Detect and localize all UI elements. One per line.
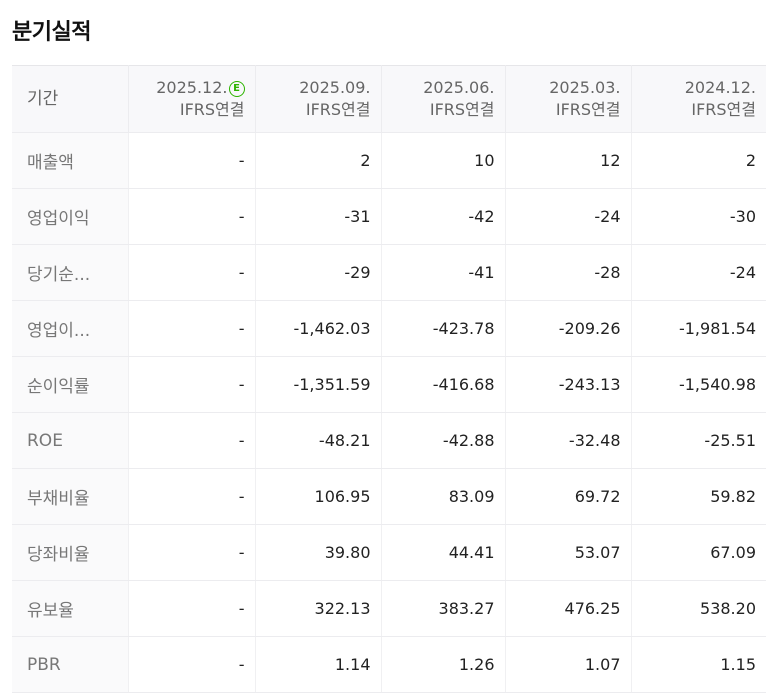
table-cell: -1,462.03 xyxy=(255,300,382,357)
table-cell: 1.26 xyxy=(381,636,506,693)
table-cell: - xyxy=(128,636,256,693)
row-label: 매출액 xyxy=(12,132,129,189)
table-cell: -31 xyxy=(255,188,382,245)
table-row: 당좌비율 - 39.80 44.41 53.07 67.09 xyxy=(12,524,766,581)
table-cell: -416.68 xyxy=(381,356,506,413)
table-cell: -1,540.98 xyxy=(631,356,766,413)
column-header-2: 2025.06. IFRS연결 xyxy=(381,65,506,133)
table-cell: -209.26 xyxy=(505,300,632,357)
table-row: 순이익률 - -1,351.59 -416.68 -243.13 -1,540.… xyxy=(12,356,766,413)
table-cell: 322.13 xyxy=(255,580,382,637)
table-cell: -42.88 xyxy=(381,412,506,469)
table-cell: 1.15 xyxy=(631,636,766,693)
table-row: 부채비율 - 106.95 83.09 69.72 59.82 xyxy=(12,468,766,525)
column-date: 2025.03. xyxy=(549,78,621,97)
table-cell: - xyxy=(128,300,256,357)
table-cell: 1.07 xyxy=(505,636,632,693)
table-cell: -30 xyxy=(631,188,766,245)
column-header-4: 2024.12. IFRS연결 xyxy=(631,65,766,133)
table-cell: -32.48 xyxy=(505,412,632,469)
column-basis: IFRS연결 xyxy=(305,100,371,119)
table-cell: 538.20 xyxy=(631,580,766,637)
row-label: 영업이... xyxy=(12,300,129,357)
table-cell: 12 xyxy=(505,132,632,189)
table-cell: 69.72 xyxy=(505,468,632,525)
table-cell: 53.07 xyxy=(505,524,632,581)
row-label: 당기순... xyxy=(12,244,129,301)
table-cell: 383.27 xyxy=(381,580,506,637)
table-row: PBR - 1.14 1.26 1.07 1.15 xyxy=(12,636,766,693)
column-basis: IFRS연결 xyxy=(555,100,621,119)
column-basis: IFRS연결 xyxy=(429,100,495,119)
table-cell: - xyxy=(128,132,256,189)
table-row: ROE - -48.21 -42.88 -32.48 -25.51 xyxy=(12,412,766,469)
table-cell: - xyxy=(128,412,256,469)
table-cell: 2 xyxy=(631,132,766,189)
row-label: 영업이익 xyxy=(12,188,129,245)
table-cell: 1.14 xyxy=(255,636,382,693)
header-row: 기간 2025.12. E IFRS연결 2025.09. IFRS연결 2025… xyxy=(12,65,766,133)
table-cell: - xyxy=(128,524,256,581)
table-cell: -24 xyxy=(631,244,766,301)
column-date: 2024.12. xyxy=(684,78,756,97)
table-cell: -29 xyxy=(255,244,382,301)
table-cell: -25.51 xyxy=(631,412,766,469)
section-title: 분기실적 xyxy=(12,20,91,45)
table-cell: -28 xyxy=(505,244,632,301)
table-cell: 476.25 xyxy=(505,580,632,637)
table-row: 영업이익 - -31 -42 -24 -30 xyxy=(12,188,766,245)
column-basis: IFRS연결 xyxy=(691,100,756,119)
table-row: 유보율 - 322.13 383.27 476.25 538.20 xyxy=(12,580,766,637)
table-cell: -1,351.59 xyxy=(255,356,382,413)
row-label: 유보율 xyxy=(12,580,129,637)
table-cell: -423.78 xyxy=(381,300,506,357)
table-row: 영업이... - -1,462.03 -423.78 -209.26 -1,98… xyxy=(12,300,766,357)
table-row: 매출액 - 2 10 12 2 xyxy=(12,132,766,189)
table-cell: -42 xyxy=(381,188,506,245)
period-header: 기간 xyxy=(12,65,129,133)
table-cell: - xyxy=(128,188,256,245)
table-cell: 83.09 xyxy=(381,468,506,525)
row-label: 순이익률 xyxy=(12,356,129,413)
table-cell: -243.13 xyxy=(505,356,632,413)
column-date: 2025.06. xyxy=(423,78,495,97)
table-cell: 44.41 xyxy=(381,524,506,581)
table-cell: - xyxy=(128,468,256,525)
row-label: ROE xyxy=(12,412,129,469)
table-cell: -41 xyxy=(381,244,506,301)
table-row: 당기순... - -29 -41 -28 -24 xyxy=(12,244,766,301)
table-cell: - xyxy=(128,356,256,413)
estimate-badge-icon: E xyxy=(228,81,245,97)
table-cell: - xyxy=(128,580,256,637)
table-cell: 39.80 xyxy=(255,524,382,581)
table-cell: - xyxy=(128,244,256,301)
table-cell: 2 xyxy=(255,132,382,189)
table-cell: 59.82 xyxy=(631,468,766,525)
table-cell: -24 xyxy=(505,188,632,245)
row-label: 부채비율 xyxy=(12,468,129,525)
column-date: 2025.12. xyxy=(156,78,228,97)
table-cell: -48.21 xyxy=(255,412,382,469)
column-date: 2025.09. xyxy=(299,78,371,97)
table-cell: -1,981.54 xyxy=(631,300,766,357)
row-label: PBR xyxy=(12,636,129,693)
column-header-3: 2025.03. IFRS연결 xyxy=(505,65,632,133)
table-cell: 67.09 xyxy=(631,524,766,581)
row-label: 당좌비율 xyxy=(12,524,129,581)
table-cell: 10 xyxy=(381,132,506,189)
column-basis: IFRS연결 xyxy=(179,100,245,119)
column-header-1: 2025.09. IFRS연결 xyxy=(255,65,382,133)
table-cell: 106.95 xyxy=(255,468,382,525)
column-header-0: 2025.12. E IFRS연결 xyxy=(128,65,256,133)
quarterly-performance-table: 기간 2025.12. E IFRS연결 2025.09. IFRS연결 2025… xyxy=(12,65,766,693)
